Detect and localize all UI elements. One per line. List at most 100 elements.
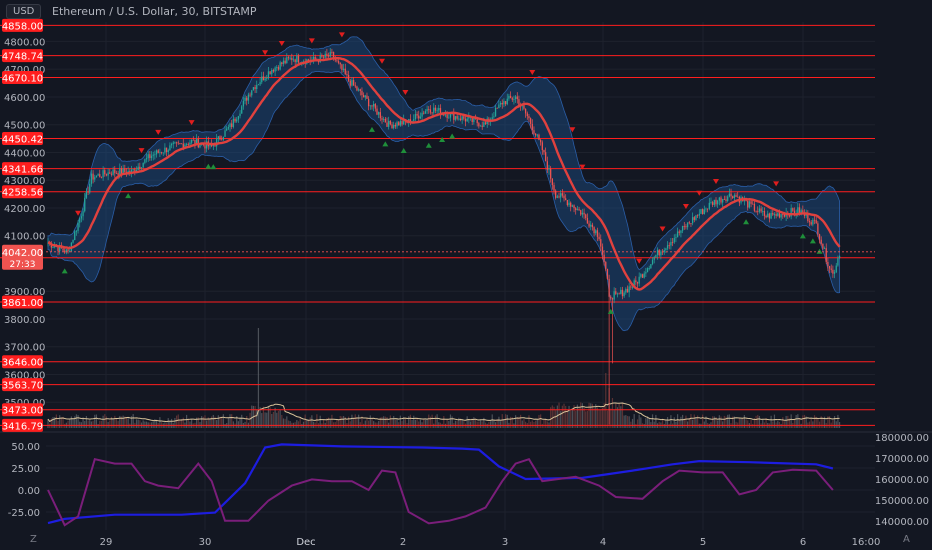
volume-bar (97, 423, 99, 428)
candle-body (291, 57, 293, 61)
volume-bar (598, 409, 600, 428)
volume-bar (326, 418, 328, 428)
volume-bar (469, 421, 472, 428)
sell-signal-marker (138, 148, 145, 154)
candle-body (100, 176, 103, 178)
volume-bar (797, 414, 799, 428)
candle-body (598, 236, 600, 240)
candle-body (388, 120, 390, 127)
corner-right-label[interactable]: A (903, 534, 910, 545)
volume-bar (69, 418, 71, 428)
volume-bar (135, 419, 138, 428)
volume-bar (509, 416, 512, 428)
volume-bar (236, 416, 238, 428)
buy-signal-marker (210, 164, 217, 170)
candle-body (221, 139, 223, 141)
candle-body (635, 280, 637, 283)
volume-bar (605, 373, 607, 428)
price-level-tag (2, 185, 43, 199)
candle-body (162, 152, 164, 154)
volume-bar (523, 418, 525, 428)
volume-bar (593, 408, 595, 428)
candle-body (349, 80, 351, 86)
volume-bar (643, 423, 645, 428)
volume-bar (186, 414, 188, 428)
candle-body (586, 218, 589, 224)
candle-body (194, 139, 196, 145)
candle-body (770, 212, 772, 219)
volume-bar (309, 417, 311, 428)
y-tick-label: 4200.00 (4, 204, 45, 215)
candle-body (838, 255, 841, 259)
candle-body (491, 117, 493, 120)
volume-bar (474, 418, 477, 428)
candle-body (82, 211, 84, 217)
volume-bar (289, 421, 291, 428)
candle-body (102, 170, 104, 178)
candle-body (712, 202, 714, 205)
volume-bar (747, 420, 749, 428)
volume-bar (504, 414, 507, 428)
volume-bar (828, 416, 831, 428)
volume-bar (461, 419, 463, 428)
candle-body (351, 80, 353, 86)
volume-bar (635, 423, 637, 428)
candle-body (160, 152, 163, 154)
volume-bar (299, 418, 301, 428)
candle-body (513, 99, 515, 100)
volume-bar (329, 419, 331, 428)
volume-bar (550, 407, 552, 428)
volume-bar (623, 415, 625, 428)
volume-bar (221, 416, 223, 428)
candle-body (222, 136, 224, 140)
volume-bar (479, 420, 482, 428)
volume-bar (414, 419, 416, 428)
volume-bar (54, 417, 56, 428)
volume-bar (458, 417, 460, 428)
volume-bar (489, 421, 492, 428)
candle-body (493, 116, 495, 118)
volume-bar (115, 418, 118, 428)
currency-selector[interactable]: USD (6, 4, 42, 19)
candle-body (95, 175, 98, 178)
volume-bar (690, 414, 692, 428)
volume-bar (301, 423, 303, 428)
candle-body (800, 210, 802, 213)
price-level-label: 3646.00 (2, 358, 43, 369)
volume-bar (361, 416, 363, 428)
volume-bar (443, 416, 445, 428)
bar-countdown-label: 27:33 (10, 260, 36, 270)
volume-bar (99, 420, 101, 428)
candle-body (550, 168, 552, 179)
volume-bar (202, 416, 204, 428)
candle-body (431, 112, 433, 114)
corner-left-label[interactable]: Z (30, 534, 37, 545)
volume-bar (211, 416, 213, 428)
candle-body (453, 112, 455, 120)
candle-body (463, 116, 465, 119)
volume-bar (655, 414, 657, 428)
candle-body (282, 60, 285, 65)
candle-body (327, 55, 330, 57)
x-tick-label: Dec (296, 537, 315, 548)
candle-body (239, 113, 241, 117)
volume-bar (753, 418, 756, 428)
volume-bar (783, 421, 786, 428)
volume-bar (566, 411, 568, 428)
volume-bar (404, 418, 406, 428)
candle-body (274, 67, 276, 72)
candle-body (361, 90, 363, 96)
sell-signal-marker (579, 164, 586, 170)
volume-bar (344, 417, 346, 428)
price-level-tag (2, 162, 43, 176)
volume-bar (745, 419, 747, 428)
price-level-tag (2, 70, 43, 84)
candle-body (59, 245, 61, 252)
candle-body (648, 268, 650, 269)
volume-bar (820, 416, 822, 428)
candle-body (369, 105, 371, 107)
candle-body (588, 223, 590, 227)
volume-bar (373, 421, 375, 428)
